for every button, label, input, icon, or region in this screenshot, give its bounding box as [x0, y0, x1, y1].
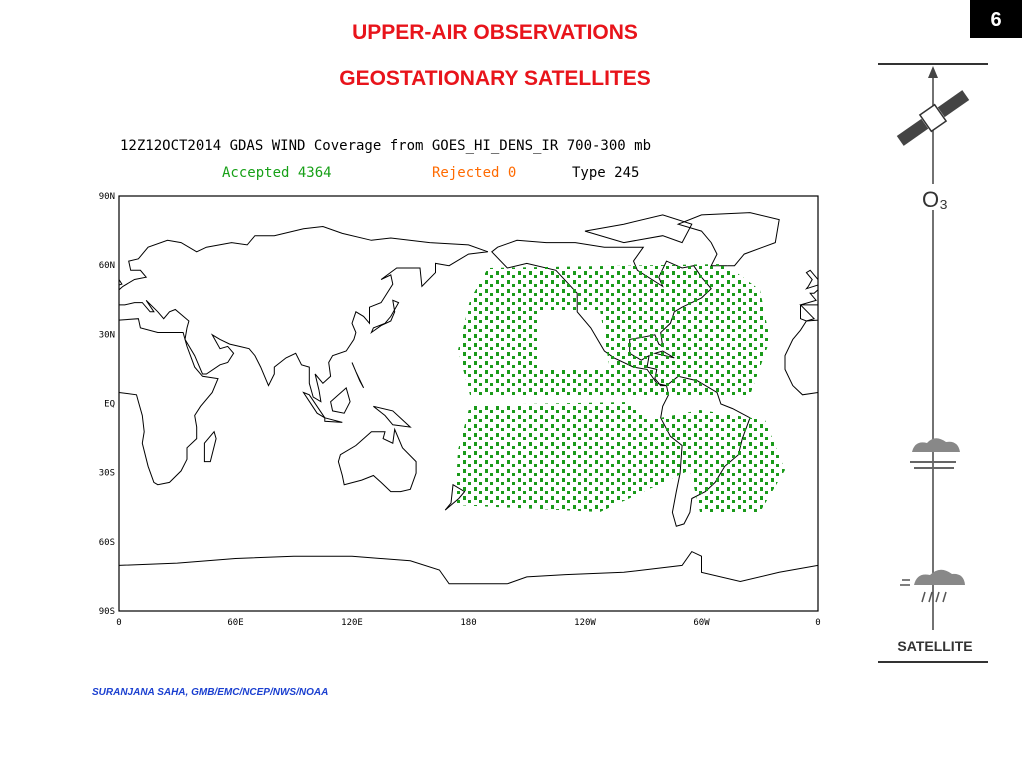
y-tick-label: 60S [99, 538, 115, 548]
slide-number-box [970, 0, 1022, 38]
coastline [119, 550, 818, 585]
coastline [903, 432, 915, 462]
map-header: 12Z12OCT2014 GDAS WIND Coverage from GOE… [120, 138, 651, 154]
x-tick-label: 180 [460, 618, 476, 628]
coastline [799, 289, 818, 322]
x-tick-label: 120E [341, 618, 363, 628]
x-tick-label: 60W [693, 618, 710, 628]
coastline [330, 386, 351, 414]
coastline [784, 319, 818, 396]
coastline [804, 269, 818, 290]
y-tick-label: 30S [99, 469, 115, 479]
map-frame [118, 195, 819, 612]
accepted: Accepted 4364 [222, 165, 332, 181]
side-panel: O₃ SATELLITE [878, 63, 988, 663]
coastline [119, 318, 219, 486]
y-tick-label: 60N [99, 261, 115, 271]
y-tick-label: 30N [99, 330, 115, 340]
coastlines [0, 212, 1024, 585]
coastline [351, 362, 365, 389]
coastline [119, 278, 123, 286]
coastline [0, 240, 12, 385]
coastline [584, 214, 693, 244]
coastline [324, 417, 343, 423]
x-tick-label: 120W [574, 618, 596, 628]
coastline [676, 212, 780, 267]
type-label: Type 245 [572, 165, 639, 181]
rejected: Rejected 0 [432, 165, 516, 181]
subtitle: GEOSTATIONARY SATELLITES [339, 67, 651, 90]
coastline [302, 391, 326, 419]
y-tick-label: 90N [99, 192, 115, 202]
coastline [0, 213, 80, 266]
x-tick-label: 0 [815, 618, 820, 628]
coastline [0, 376, 51, 526]
x-tick-label: 60E [227, 618, 243, 628]
coastline [1003, 393, 1024, 418]
title: UPPER-AIR OBSERVATIONS [352, 21, 638, 44]
x-tick-label: 0 [116, 618, 121, 628]
coastline [203, 430, 217, 463]
coastline [373, 405, 412, 428]
credit: SURANJANA SAHA, GMB/EMC/NCEP/NWS/NOAA [92, 687, 328, 698]
observations [455, 264, 785, 512]
coastline [119, 225, 489, 403]
satellite-label: SATELLITE [897, 638, 972, 654]
coastline [370, 299, 400, 334]
y-tick-label: 90S [99, 607, 115, 617]
coastline [337, 427, 417, 493]
slide-number: 6 [990, 9, 1001, 31]
y-tick-label: EQ [104, 400, 115, 410]
ozone-label: O₃ [922, 187, 948, 212]
